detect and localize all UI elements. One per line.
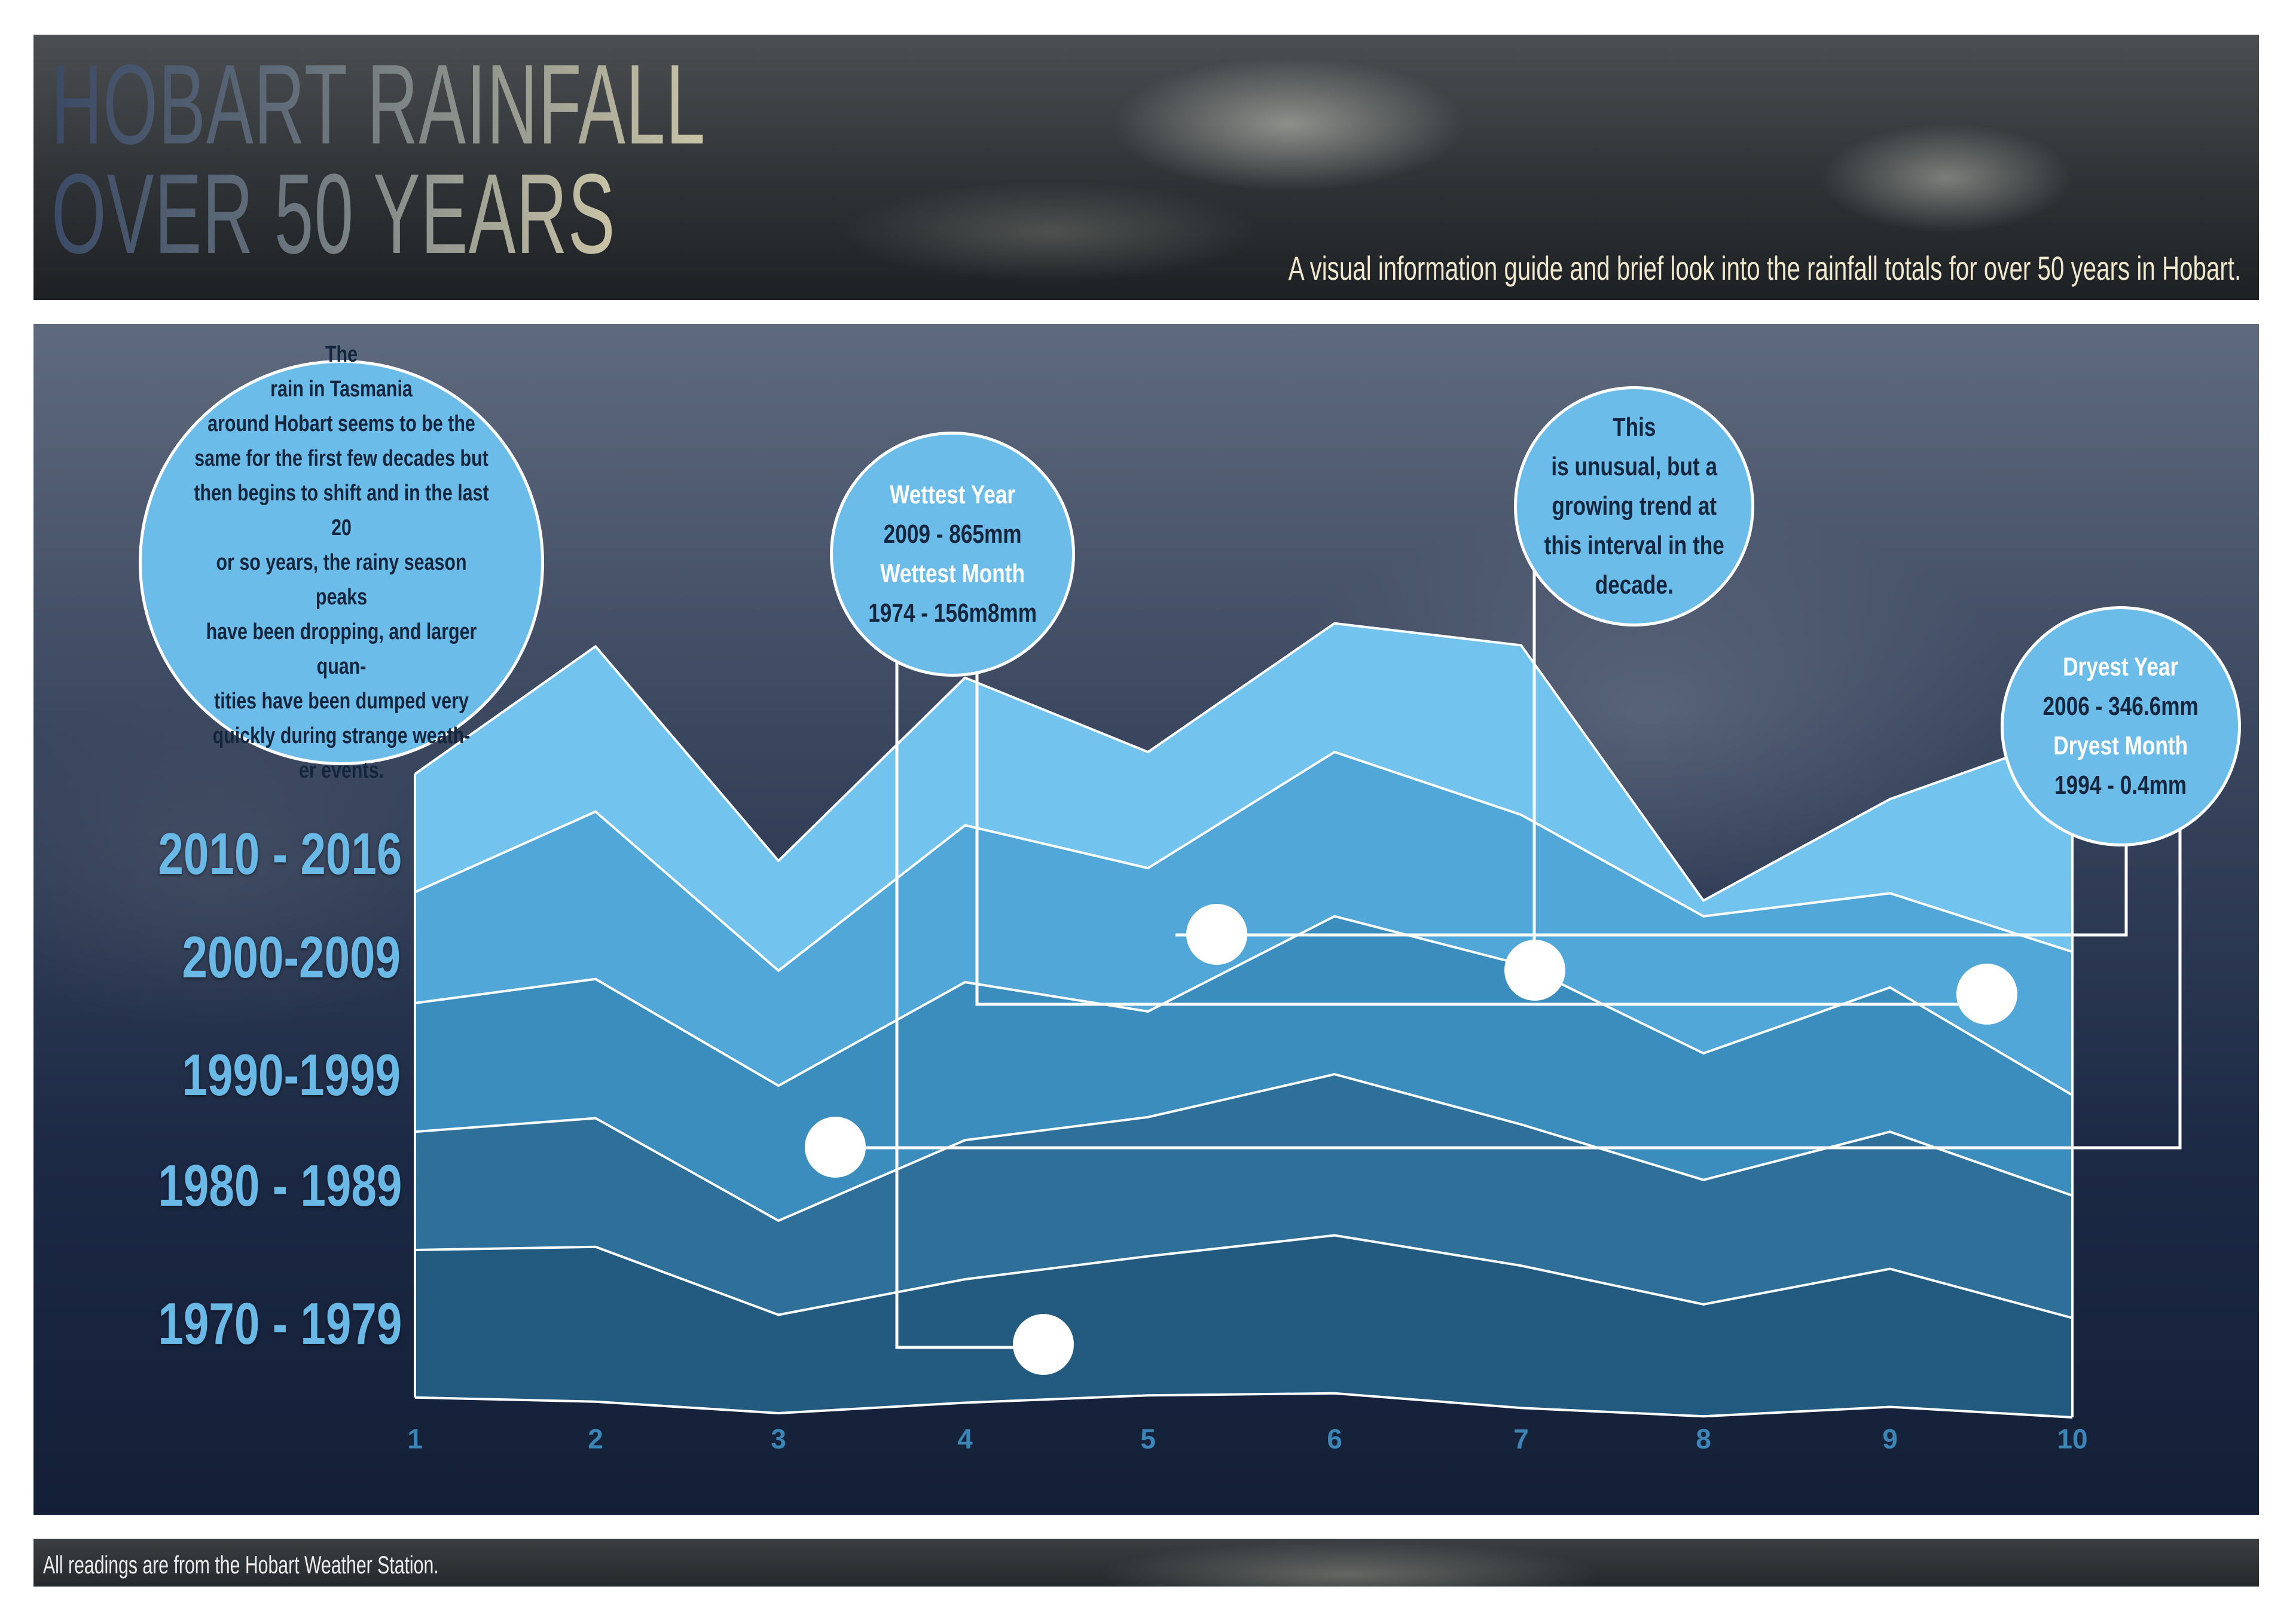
intro-line: have been dropping, and larger quan- — [206, 619, 477, 679]
area-band-1980-1989 — [415, 1074, 2072, 1318]
series-boundary-line — [414, 1072, 2073, 1222]
callout-leader-line — [836, 813, 2182, 1150]
trend-note-bubble: This is unusual, but a growing trend at … — [1514, 386, 1754, 626]
dryest-bubble: Dryest Year 2006 - 346.6mm Dryest Month … — [2001, 606, 2241, 846]
marker-dot — [1504, 940, 1565, 1001]
marker-dot — [1186, 904, 1247, 965]
x-tick-label: 4 — [957, 1423, 973, 1454]
note-line: is unusual, but a — [1551, 452, 1717, 481]
x-tick-label: 6 — [1327, 1423, 1342, 1454]
x-tick-label: 7 — [1513, 1423, 1529, 1454]
x-tick-label: 2 — [588, 1423, 603, 1454]
series-label-1980-1989: 1980 - 1989 — [158, 1153, 402, 1218]
area-band-2010-2016 — [415, 623, 2072, 971]
series-boundary-line — [414, 1234, 2073, 1319]
x-tick-label: 10 — [2057, 1423, 2088, 1454]
x-tick-label: 1 — [407, 1423, 423, 1454]
intro-line: The — [325, 342, 358, 367]
series-label-2000-2009: 2000-2009 — [182, 924, 401, 990]
intro-line: quickly during strange weath- — [212, 723, 471, 748]
callout-leader-line — [975, 659, 1986, 1006]
x-tick-label: 8 — [1696, 1423, 1711, 1454]
wettest-month-title: Wettest Month — [880, 559, 1025, 588]
x-tick-label: 3 — [771, 1423, 786, 1454]
intro-line: same for the first few decades but — [194, 446, 488, 471]
wettest-month-value: 1974 - 156m8mm — [868, 598, 1037, 628]
dryest-month-value: 1994 - 0.4mm — [2054, 771, 2187, 800]
series-label-1970-1979: 1970 - 1979 — [158, 1291, 402, 1356]
intro-line: or so years, the rainy season peaks — [216, 550, 467, 610]
dryest-year-title: Dryest Year — [2063, 652, 2179, 681]
marker-dot — [805, 1117, 866, 1178]
intro-line: er events. — [299, 758, 384, 783]
dryest-year-value: 2006 - 346.6mm — [2042, 692, 2199, 721]
marker-dot — [1013, 1314, 1074, 1375]
header-banner: HOBART RAINFALL OVER 50 YEARS A visual i… — [33, 35, 2259, 300]
series-boundary-line — [414, 622, 2073, 903]
page-title-line-2: OVER 50 YEARS — [51, 151, 616, 277]
callout-leader-line — [1176, 817, 2128, 937]
page-title-line-1: HOBART RAINFALL — [51, 41, 706, 168]
x-tick-label: 5 — [1140, 1423, 1156, 1454]
intro-line: then begins to shift and in the last 20 — [194, 481, 489, 540]
chart-panel: 2010 - 2016 2000-2009 1990-1999 1980 - 1… — [33, 324, 2259, 1515]
area-band-1970-1979 — [415, 1235, 2072, 1417]
series-boundary-line — [414, 915, 2074, 1096]
intro-line: tities have been dumped very — [214, 689, 469, 714]
footer-banner: All readings are from the Hobart Weather… — [33, 1539, 2259, 1587]
footer-note: All readings are from the Hobart Weather… — [43, 1551, 439, 1579]
intro-line: rain in Tasmania — [270, 377, 413, 402]
callout-leader-line — [895, 650, 1044, 1349]
dryest-month-title: Dryest Month — [2053, 731, 2188, 760]
series-label-1990-1999: 1990-1999 — [182, 1042, 401, 1108]
series-boundary-line — [414, 1392, 2073, 1419]
wettest-bubble: Wettest Year 2009 - 865mm Wettest Month … — [830, 432, 1075, 677]
wettest-year-value: 2009 - 865mm — [883, 519, 1022, 549]
note-line: this interval in the — [1544, 531, 1724, 560]
page-subtitle: A visual information guide and brief loo… — [1288, 249, 2241, 287]
series-label-2010-2016: 2010 - 2016 — [158, 821, 402, 887]
marker-dot — [1956, 964, 2017, 1025]
intro-line: around Hobart seems to be the — [207, 411, 475, 436]
note-line: growing trend at — [1552, 491, 1717, 521]
intro-bubble: The rain in Tasmania around Hobart seems… — [139, 342, 544, 783]
wettest-year-title: Wettest Year — [889, 480, 1016, 509]
series-boundary-line — [414, 750, 2073, 973]
x-tick-label: 9 — [1882, 1423, 1898, 1454]
note-line: decade. — [1595, 570, 1674, 600]
note-line: This — [1612, 412, 1656, 442]
